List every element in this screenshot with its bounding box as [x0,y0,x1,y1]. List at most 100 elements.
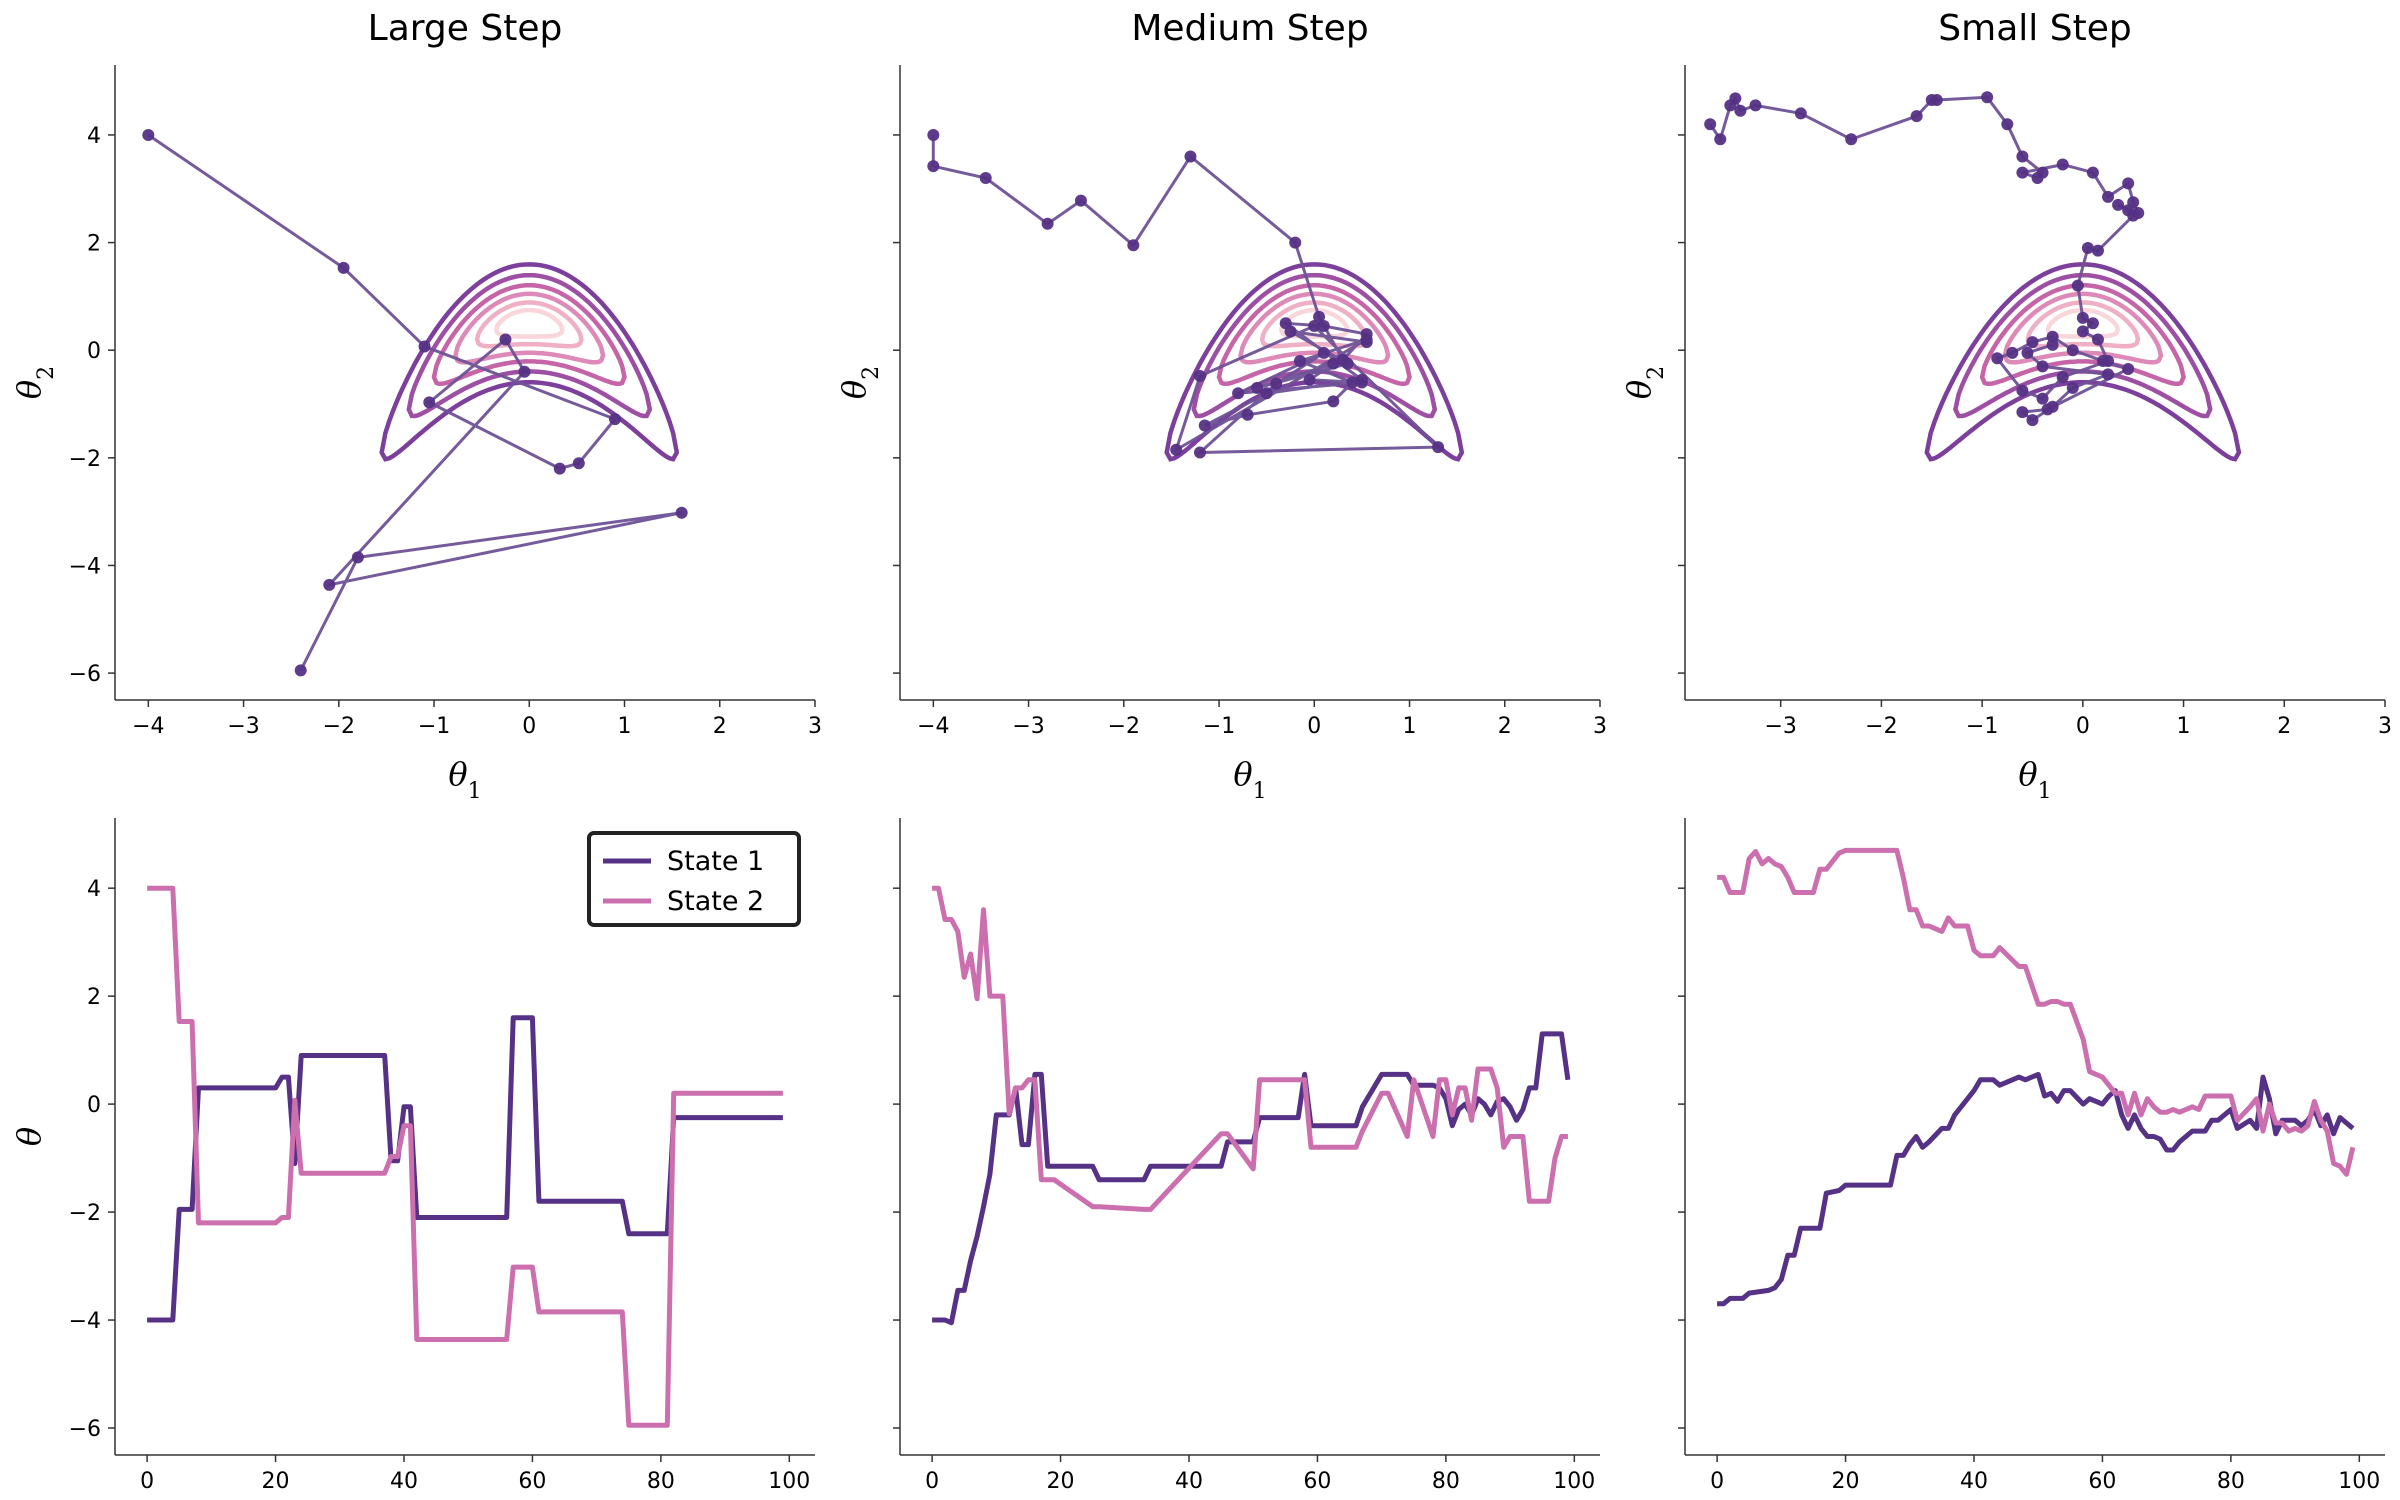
trajectory-point [142,128,155,141]
trajectory-point [927,160,940,173]
trajectory-point [2112,198,2125,211]
density-contour [493,307,565,339]
y-tick-label: 0 [87,1093,101,1118]
x-axis-label: θ1 [448,755,481,804]
x-tick-label: 40 [1960,1469,1988,1494]
trajectory-point [1284,325,1297,338]
density-contour [2045,307,2121,339]
density-contour [1238,291,1391,365]
y-tick-label: 4 [87,124,101,149]
legend-label: State 1 [667,846,764,877]
x-tick-label: −4 [132,714,164,739]
x-tick-label: 60 [1303,1469,1331,1494]
trajectory-point [1981,91,1994,104]
x-tick-label: −2 [323,714,355,739]
panel-traj-small: −3 −2 −1 0 1 2 3 Small Step θ1 θ2 [1620,8,2392,804]
x-tick-label: 0 [140,1469,154,1494]
trajectory-point [1355,376,1368,389]
series-line-2 [1717,847,2356,1177]
trajectory-point [2016,150,2029,163]
x-tick-label: −1 [418,714,450,739]
trajectory-point [2016,406,2029,419]
trajectory-point [2026,336,2039,349]
density-contour [379,262,680,462]
trajectory-point [609,413,621,426]
trajectory-point [1270,377,1283,390]
x-tick-label: 20 [262,1469,290,1494]
trajectory-point [1198,419,1211,432]
trajectory-point [979,172,992,185]
trajectory-point [2016,166,2029,179]
trajectory-point [1704,118,1717,131]
trajectory-point [2026,414,2039,427]
legend-label: State 2 [667,886,764,917]
x-tick-label: 0 [2076,714,2090,739]
trajectory-point [1127,239,1140,252]
trajectory-point [2086,166,2099,179]
trajectory-point [1734,104,1747,117]
trajectory-point [418,340,431,353]
x-tick-label: 1 [618,714,632,739]
trajectory-point [2076,325,2089,338]
x-tick-label: 100 [2338,1469,2380,1494]
trajectory-point [1360,336,1373,349]
trajectory-point [499,333,512,346]
trajectory-point [1749,99,1762,112]
trajectory-point [2081,241,2094,254]
trajectory-point [2071,279,2084,292]
y-axis-label: θ2 [10,366,59,399]
trajectory-point [1303,373,1316,386]
trajectory-point [2046,400,2059,413]
trajectory-point [2066,344,2079,357]
trajectory-point [1346,376,1359,389]
trajectory-point [2031,172,2044,185]
x-tick-label: −1 [1203,714,1235,739]
x-tick-label: 60 [518,1469,546,1494]
x-axis-label: θ1 [1233,755,1266,804]
trajectory-point [1194,370,1206,383]
trajectory-point [2091,333,2104,346]
trajectory-point [2091,244,2104,257]
trajectory-point [927,128,940,141]
density-contour [1953,272,2213,419]
x-tick-label: −2 [1865,714,1897,739]
x-tick-label: 2 [2277,714,2291,739]
x-tick-label: 3 [1593,714,1607,739]
trajectory-point [1714,133,1727,146]
x-tick-label: 40 [1175,1469,1203,1494]
y-axis-label: θ [10,1127,48,1146]
trajectory-point [423,396,436,409]
trajectory-point [1317,319,1330,332]
trajectory-point [2056,371,2069,384]
x-tick-label: 40 [390,1469,418,1494]
density-contour [1216,283,1412,387]
series-line-1 [1717,1071,2355,1307]
trajectory-point [1194,446,1206,459]
trajectory-point [2127,209,2140,222]
trajectory-point [2006,346,2019,359]
x-tick-label: −2 [1108,714,1140,739]
x-tick-label: 0 [1307,714,1321,739]
trajectory-point [2046,338,2059,351]
y-tick-label: 4 [87,877,101,902]
y-tick-label: −6 [69,662,101,687]
trajectory-point [2076,311,2089,324]
trajectory-point [572,457,585,470]
x-tick-label: −3 [1012,714,1044,739]
trajectory-point [2096,354,2109,367]
x-tick-label: 2 [713,714,727,739]
x-tick-label: 1 [1403,714,1417,739]
trajectory-point [337,261,350,274]
x-tick-label: 1 [2177,714,2191,739]
panel-trace-medium: 0 20 40 60 80 100 [893,818,1600,1494]
y-tick-label: −2 [69,447,101,472]
trajectory-point [1251,381,1264,394]
x-tick-label: 0 [522,714,536,739]
trajectory-point [1260,387,1273,400]
x-axis-label: θ1 [2018,755,2051,804]
x-tick-label: 2 [1498,714,1512,739]
x-tick-label: −4 [917,714,949,739]
trajectory-point [675,506,688,519]
trajectory-point [294,664,307,677]
